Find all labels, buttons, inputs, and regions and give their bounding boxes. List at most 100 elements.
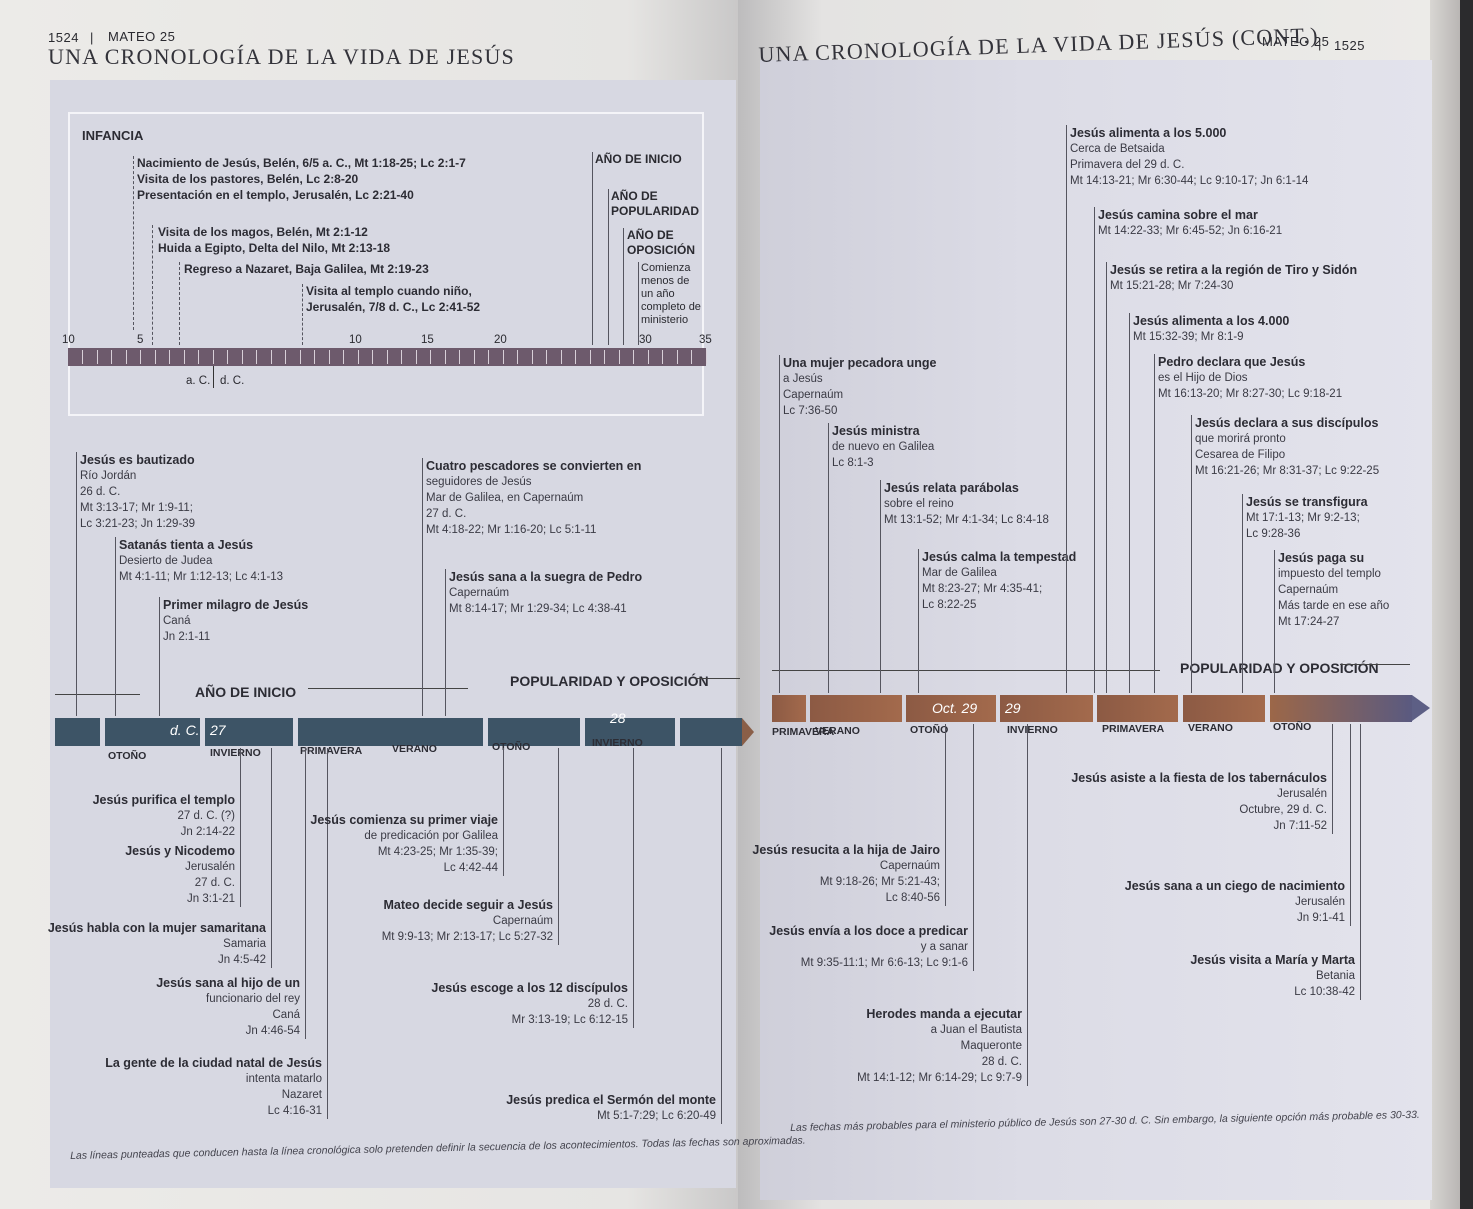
- timeline-segment: [1270, 695, 1412, 722]
- timeline-event: Herodes manda a ejecutar a Juan el Bautis…: [857, 1006, 1022, 1086]
- season-label: VERANO: [815, 725, 860, 738]
- running-head: MATEO 25: [1262, 34, 1330, 49]
- event-detail: Mt 14:22-33; Mr 6:45-52; Jn 6:16-21: [1098, 225, 1283, 237]
- event-detail: Jn 2:1-11: [163, 631, 211, 643]
- event-detail: 27 d. C. (?): [177, 810, 235, 822]
- scale-tick: [473, 350, 475, 364]
- event-detail: Más tarde en ese año: [1278, 600, 1390, 612]
- era-label: a. C.: [186, 375, 211, 387]
- event-detail: Lc 3:21-23; Jn 1:29-39: [80, 518, 196, 530]
- scale-tick: [386, 350, 388, 364]
- event-detail: Jn 4:5-42: [218, 954, 266, 966]
- scale-tick: [401, 350, 402, 364]
- scale-tick: [604, 350, 605, 364]
- infancy-event: Visita de los pastores, Belén, Lc 2:8-20: [137, 172, 359, 186]
- timeline-arrow: [1412, 695, 1430, 721]
- scale-tick: [517, 350, 518, 364]
- timeline-event: La gente de la ciudad natal de Jesús inte…: [105, 1055, 322, 1119]
- connector: [592, 152, 593, 345]
- event-detail: 27 d. C.: [426, 508, 467, 520]
- scale-tick: [169, 350, 170, 364]
- event-title: Primer milagro de Jesús: [163, 598, 309, 612]
- connector: [623, 228, 624, 345]
- event-detail: Mt 4:1-11; Mr 1:12-13; Lc 4:1-13: [119, 571, 284, 583]
- scale-label: 35: [699, 334, 712, 346]
- timeline-event: Jesús calma la tempestad Mar de Galilea Mt…: [922, 549, 1076, 613]
- event-title: Jesús purifica el templo: [92, 793, 235, 807]
- timeline-event: Mateo decide seguir a Jesús Capernaúm Mt 9…: [382, 897, 553, 945]
- event-detail: Mt 15:21-28; Mr 7:24-30: [1110, 280, 1234, 292]
- timeline-event: Jesús visita a María y Marta Betania Lc 10…: [1190, 952, 1355, 1000]
- scale-tick: [96, 350, 98, 364]
- year-label: Oct. 29: [932, 700, 978, 716]
- section-heading: INFANCIA: [82, 128, 144, 143]
- connector: [1191, 415, 1192, 693]
- event-detail: Lc 10:38-42: [1294, 986, 1355, 998]
- connector: [1094, 207, 1095, 693]
- event-detail: Octubre, 29 d. C.: [1239, 804, 1327, 816]
- scale-tick: [372, 350, 373, 364]
- event-detail: Nazaret: [281, 1089, 322, 1101]
- event-title: Jesús escoge a los 12 discípulos: [431, 981, 628, 995]
- connector: [302, 284, 303, 345]
- timeline-event: Una mujer pecadora unge a Jesús Capernaúm L…: [783, 355, 937, 419]
- event-title: Pedro declara que Jesús: [1158, 355, 1306, 369]
- event-detail: Mt 4:23-25; Mr 1:35-39;: [377, 846, 498, 858]
- scale-tick: [198, 350, 199, 364]
- event-detail: Lc 8:1-3: [832, 457, 874, 469]
- event-detail: es el Hijo de Dios: [1158, 372, 1248, 384]
- timeline-segment: [298, 718, 483, 746]
- running-head: MATEO 25: [108, 29, 176, 44]
- event-detail: y a sanar: [920, 941, 968, 953]
- scale-tick: [546, 350, 547, 364]
- event-detail: Mar de Galilea, en Capernaúm: [426, 492, 584, 504]
- connector: [179, 262, 180, 345]
- event-title: Jesús alimenta a los 5.000: [1070, 126, 1227, 140]
- scale-tick: [444, 350, 446, 364]
- season-label: VERANO: [1188, 722, 1233, 734]
- scale-tick: [125, 350, 127, 364]
- event-detail: Jerusalén: [185, 861, 235, 873]
- scale-tick: [270, 350, 272, 364]
- event-title: Jesús se transfigura: [1246, 495, 1368, 509]
- connector: [271, 748, 272, 968]
- scale-tick: [183, 350, 185, 364]
- scale-tick: [299, 350, 301, 364]
- connector: [133, 156, 134, 330]
- connector: [721, 748, 722, 1124]
- event-title: Satanás tienta a Jesús: [119, 538, 254, 552]
- event-detail: Mt 15:32-39; Mr 8:1-9: [1133, 331, 1244, 343]
- event-detail: Jn 3:1-21: [187, 893, 235, 905]
- event-title: Jesús ministra: [832, 424, 920, 438]
- timeline-event: Jesús sana a la suegra de Pedro Capernaúm…: [449, 569, 642, 617]
- scale-label: 20: [494, 334, 507, 346]
- connector: [1274, 550, 1275, 693]
- connector: [973, 724, 974, 971]
- page-number: 1524: [48, 30, 79, 45]
- period-rule: [772, 670, 1160, 671]
- period-rule: [1340, 664, 1410, 665]
- scale-label: 10: [349, 334, 362, 346]
- connector: [1066, 125, 1067, 693]
- scale-tick: [241, 350, 243, 364]
- event-detail: impuesto del templo: [1278, 568, 1381, 580]
- event-detail: Jerusalén: [1295, 896, 1345, 908]
- event-detail: Caná: [272, 1009, 301, 1021]
- scale-tick: [314, 350, 315, 364]
- infancy-event: Presentación en el templo, Jerusalén, Lc…: [137, 188, 414, 202]
- season-label: VERANO: [392, 743, 437, 755]
- period-rule: [55, 694, 140, 695]
- period-label: AÑO DE INICIO: [195, 684, 297, 700]
- event-detail: Lc 8:22-25: [922, 599, 977, 611]
- scale-tick: [415, 350, 417, 364]
- event-detail: Mt 16:13-20; Mr 8:27-30; Lc 9:18-21: [1158, 388, 1343, 400]
- event-title: Jesús calma la tempestad: [922, 550, 1077, 564]
- connector: [1154, 354, 1155, 693]
- event-title: Jesús alimenta a los 4.000: [1133, 314, 1290, 328]
- connector: [558, 748, 559, 945]
- event-detail: Capernaúm: [492, 915, 553, 927]
- scale-tick: [459, 350, 460, 364]
- chart-panel: [760, 60, 1432, 1200]
- season-label: OTOÑO: [108, 750, 147, 762]
